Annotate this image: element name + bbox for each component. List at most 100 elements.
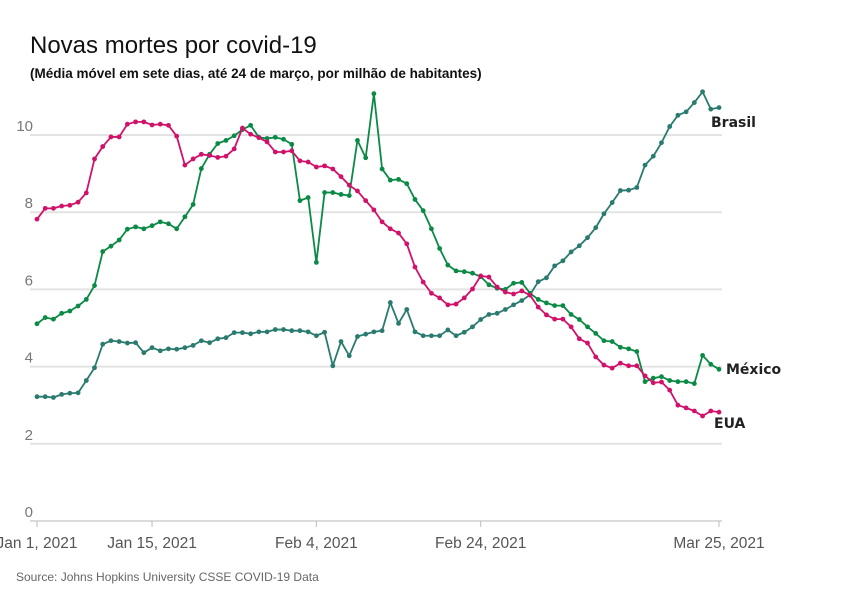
data-point (675, 112, 681, 118)
data-point (634, 185, 640, 190)
data-point (634, 363, 640, 369)
data-point (174, 133, 180, 139)
data-point (593, 354, 599, 360)
data-point (708, 361, 714, 367)
data-point (626, 346, 632, 352)
data-point (116, 339, 122, 344)
x-tick-label: Jan 15, 2021 (107, 535, 197, 552)
data-point (297, 198, 303, 204)
data-point (256, 329, 262, 335)
data-point (157, 121, 163, 127)
data-point (75, 390, 81, 396)
data-point (116, 237, 122, 243)
data-point (289, 328, 295, 334)
data-point (642, 162, 648, 168)
data-point (338, 174, 344, 180)
data-point (609, 200, 615, 205)
data-point (593, 331, 599, 336)
data-point (42, 394, 48, 400)
data-point (297, 158, 303, 164)
data-point (272, 134, 278, 140)
data-point (412, 197, 418, 202)
data-point (215, 336, 221, 342)
data-point (83, 297, 89, 302)
data-point (355, 138, 360, 143)
data-point (675, 402, 681, 408)
data-point (650, 375, 656, 381)
data-point (281, 149, 286, 155)
data-point (141, 226, 147, 232)
data-point (420, 333, 426, 339)
data-point (519, 280, 525, 285)
data-point (313, 259, 319, 265)
data-point (272, 327, 278, 332)
data-point (34, 216, 40, 222)
data-point (461, 269, 467, 275)
data-point (371, 207, 377, 213)
data-point (231, 146, 237, 152)
data-point (305, 329, 311, 335)
data-point (576, 336, 582, 342)
data-point (207, 340, 212, 346)
data-point (420, 208, 426, 214)
data-point (437, 295, 443, 301)
data-point (379, 219, 385, 225)
data-point (322, 329, 327, 335)
data-point (330, 190, 336, 195)
data-point (412, 264, 418, 270)
data-point (149, 223, 155, 229)
data-point (379, 166, 385, 172)
data-point (601, 362, 607, 368)
data-point (34, 321, 40, 327)
data-point (67, 308, 73, 314)
data-point (429, 290, 434, 296)
data-point (478, 317, 484, 322)
y-tick-label: 4 (25, 350, 33, 367)
data-point (51, 395, 56, 400)
data-point (215, 141, 221, 146)
data-point (363, 331, 369, 337)
series-line-eua (36, 120, 720, 417)
data-point (313, 164, 319, 170)
data-point (322, 190, 327, 195)
data-point (453, 268, 459, 274)
data-point (560, 303, 566, 309)
data-point (576, 243, 582, 249)
data-point (75, 199, 81, 205)
data-point (437, 246, 443, 251)
data-point (346, 182, 352, 188)
data-point (461, 329, 467, 335)
data-point (124, 340, 130, 346)
data-point (149, 122, 155, 128)
data-point (281, 136, 286, 142)
data-point (289, 141, 295, 147)
data-point (404, 307, 410, 312)
data-point (157, 348, 163, 354)
data-point (338, 339, 344, 344)
series-label: México (726, 362, 782, 378)
data-point (700, 89, 705, 95)
data-point (272, 149, 278, 155)
data-point (207, 153, 212, 158)
data-point (313, 333, 319, 339)
data-point (363, 155, 369, 161)
data-point (535, 304, 541, 310)
data-point (412, 329, 418, 335)
data-point (585, 324, 590, 330)
data-point (338, 192, 344, 197)
data-point (716, 366, 722, 372)
data-point (568, 324, 574, 330)
data-point (429, 333, 434, 339)
series-label: EUA (714, 416, 746, 432)
data-point (667, 387, 673, 393)
data-point (609, 365, 615, 371)
data-point (281, 327, 286, 332)
data-point (305, 159, 311, 165)
data-point (34, 394, 40, 400)
data-point (437, 333, 443, 339)
data-point (264, 136, 270, 141)
data-point (626, 187, 632, 193)
data-point (182, 345, 188, 351)
data-point (568, 249, 574, 255)
chart-subtitle: (Média móvel em sete dias, até 24 de mar… (30, 66, 482, 81)
